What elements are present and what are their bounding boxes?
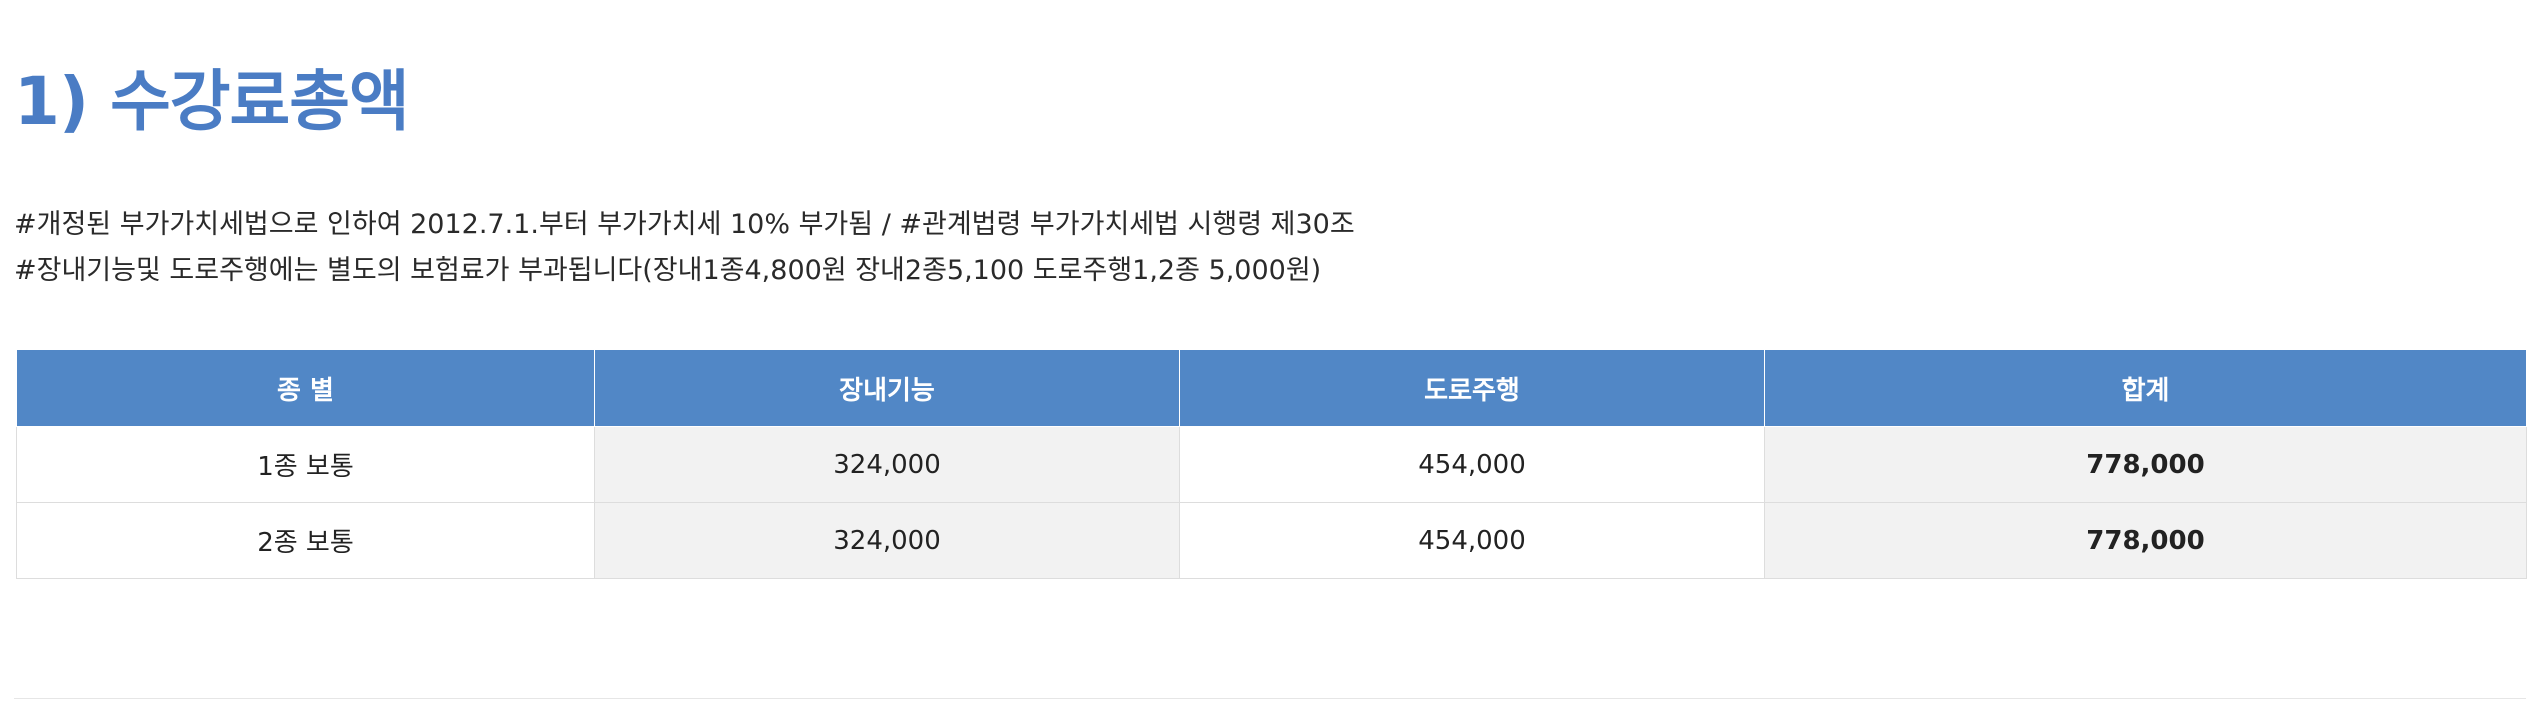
vat-note: #개정된 부가가치세법으로 인하여 2012.7.1.부터 부가가치세 10% … (14, 209, 1355, 240)
category-cell: 2종 보통 (16, 502, 595, 579)
table-header-row: 종 별 장내기능 도로주행 합계 (16, 349, 2527, 427)
page-title: 1) 수강료총액 (14, 63, 410, 140)
total-fee-cell: 778,000 (1764, 426, 2527, 503)
table-row: 2종 보통 324,000 454,000 778,000 (16, 502, 2527, 579)
header-total: 합계 (1764, 349, 2527, 427)
header-category: 종 별 (16, 349, 595, 427)
road-driving-fee-cell: 454,000 (1179, 502, 1765, 579)
notes: #개정된 부가가치세법으로 인하여 2012.7.1.부터 부가가치세 10% … (14, 202, 1355, 294)
category-cell: 1종 보통 (16, 426, 595, 503)
bottom-divider (14, 698, 2526, 699)
road-driving-fee-cell: 454,000 (1179, 426, 1765, 503)
table-row: 1종 보통 324,000 454,000 778,000 (16, 426, 2527, 503)
tuition-fee-table: 종 별 장내기능 도로주행 합계 1종 보통 324,000 454,000 7… (16, 349, 2527, 579)
total-fee-cell: 778,000 (1764, 502, 2527, 579)
course-skill-fee-cell: 324,000 (594, 502, 1180, 579)
course-skill-fee-cell: 324,000 (594, 426, 1180, 503)
header-road-driving: 도로주행 (1179, 349, 1765, 427)
insurance-note: #장내기능및 도로주행에는 별도의 보험료가 부과됩니다(장내1종4,800원 … (14, 255, 1322, 286)
header-course-skill: 장내기능 (594, 349, 1180, 427)
